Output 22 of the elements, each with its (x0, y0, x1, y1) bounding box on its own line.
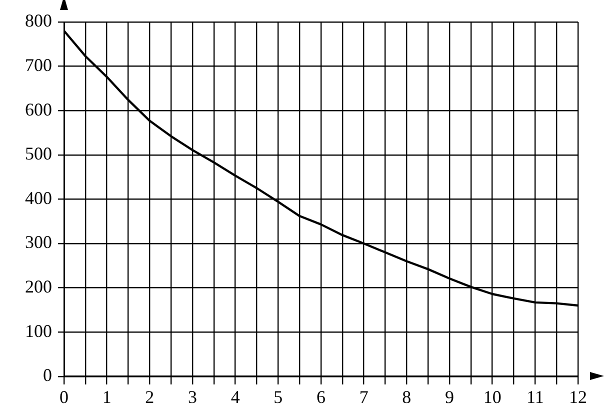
x-tick-label: 0 (60, 386, 68, 407)
x-tick-label: 8 (402, 386, 412, 407)
x-tick-label: 4 (230, 386, 240, 407)
y-tick-label: 200 (25, 276, 52, 297)
y-tick-label: 600 (25, 99, 52, 120)
x-tick-label: 12 (569, 386, 587, 407)
y-tick-label: 500 (25, 144, 52, 164)
x-tick-label: 5 (274, 386, 283, 407)
y-tick-label: 300 (25, 232, 52, 252)
x-tick-label: 10 (483, 386, 502, 407)
y-tick-label: 800 (25, 10, 52, 31)
y-tick-label: 700 (25, 55, 52, 76)
x-tick-label: 11 (526, 386, 544, 407)
x-tick-label: 1 (102, 386, 112, 407)
y-tick-label: 0 (43, 365, 52, 386)
x-tick-label: 2 (145, 386, 154, 407)
y-tick-label: 400 (25, 188, 52, 208)
x-tick-label: 3 (188, 386, 197, 407)
x-tick-label: 7 (359, 386, 368, 407)
x-tick-label: 6 (316, 386, 326, 407)
x-tick-label: 9 (445, 386, 454, 407)
y-tick-label: 100 (25, 320, 52, 341)
